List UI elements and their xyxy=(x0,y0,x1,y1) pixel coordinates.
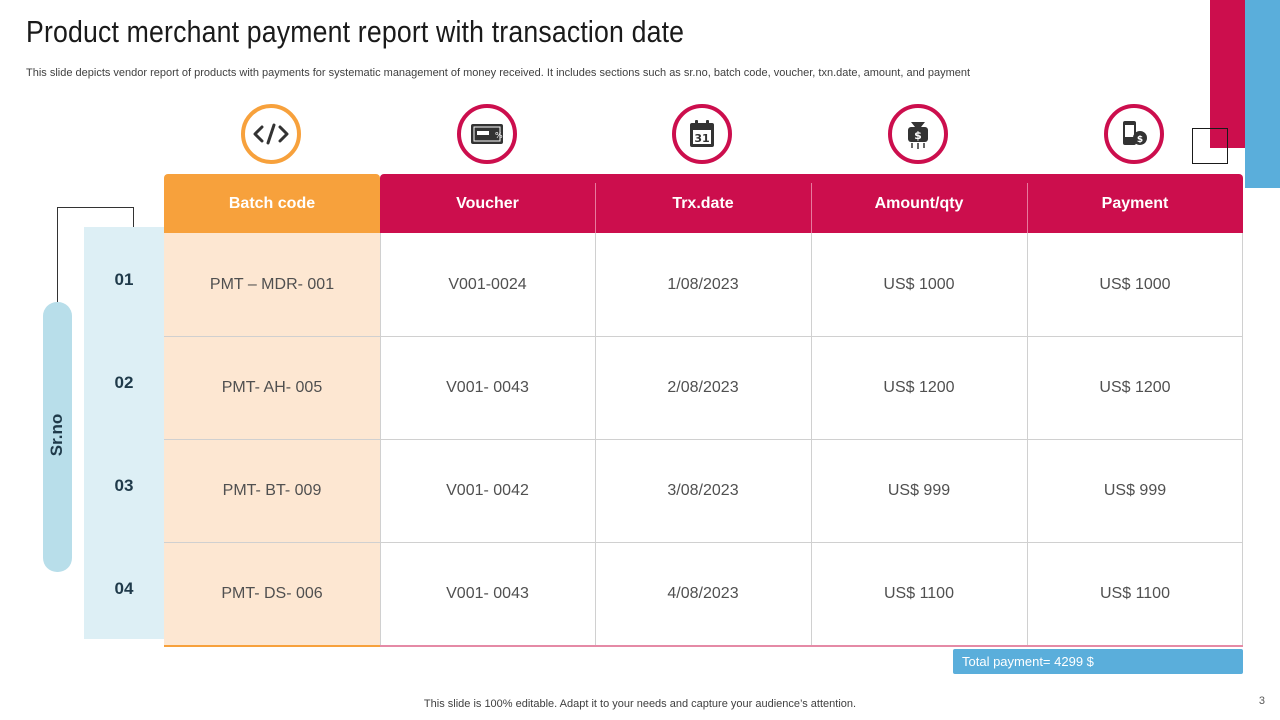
table-bottom-border xyxy=(164,645,1243,647)
cell-batch-code: PMT- AH- 005 xyxy=(221,378,323,396)
cell-amount: US$ 1000 xyxy=(883,275,955,293)
code-icon xyxy=(241,104,301,164)
cell-trx-date: 1/08/2023 xyxy=(667,275,739,293)
srno-number: 04 xyxy=(114,579,134,598)
grid-line xyxy=(164,336,1243,337)
cell-batch-code: PMT- DS- 006 xyxy=(221,584,323,602)
cell-amount: US$ 999 xyxy=(887,481,951,499)
page-title: Product merchant payment report with tra… xyxy=(26,14,685,49)
cell-voucher: V001- 0043 xyxy=(446,584,529,602)
header-separator xyxy=(595,183,596,233)
cell-voucher: V001- 0043 xyxy=(446,378,529,396)
cell-trx-date: 3/08/2023 xyxy=(667,481,739,499)
header-trx-date: Trx.date xyxy=(672,194,734,212)
mobile-payment-icon: $ xyxy=(1104,104,1164,164)
srno-label: Sr.no xyxy=(47,413,66,457)
header-separator xyxy=(1027,183,1028,233)
svg-text:$: $ xyxy=(914,129,922,142)
cell-trx-date: 4/08/2023 xyxy=(667,584,739,602)
header-amount-qty: Amount/qty xyxy=(874,194,964,212)
page-number: 3 xyxy=(1258,695,1265,707)
footer-note: This slide is 100% editable. Adapt it to… xyxy=(423,698,857,710)
cell-amount: US$ 1100 xyxy=(884,584,954,602)
svg-text:$: $ xyxy=(1137,135,1143,145)
srno-pill xyxy=(43,302,72,572)
decorative-blue-bar xyxy=(1245,0,1280,188)
money-bag-icon: $ xyxy=(888,104,948,164)
srno-column xyxy=(84,227,164,639)
voucher-icon: % xyxy=(457,104,517,164)
cell-voucher: V001-0024 xyxy=(448,275,527,293)
cell-payment: US$ 999 xyxy=(1103,481,1167,499)
srno-number: 02 xyxy=(114,373,134,392)
cell-voucher: V001- 0042 xyxy=(446,481,529,499)
cell-batch-code: PMT – MDR- 001 xyxy=(209,275,335,293)
srno-number: 03 xyxy=(114,476,134,495)
cell-payment: US$ 1200 xyxy=(1099,378,1171,396)
page-subtitle: This slide depicts vendor report of prod… xyxy=(26,67,971,79)
header-voucher: Voucher xyxy=(456,194,519,212)
svg-text:%: % xyxy=(495,131,503,140)
cell-payment: US$ 1000 xyxy=(1099,275,1171,293)
decorative-crimson-bar xyxy=(1210,0,1245,148)
payment-report-table: Batch code Voucher Trx.date Amount/qty P… xyxy=(164,174,1243,647)
srno-number: 01 xyxy=(114,270,134,289)
cell-batch-code: PMT- BT- 009 xyxy=(222,481,322,499)
cell-trx-date: 2/08/2023 xyxy=(667,378,739,396)
cell-amount: US$ 1200 xyxy=(883,378,955,396)
total-payment-badge: Total payment= 4299 $ xyxy=(953,649,1243,674)
header-separator xyxy=(811,183,812,233)
header-batch-code: Batch code xyxy=(164,174,380,233)
calendar-icon: 31 xyxy=(672,104,732,164)
decorative-outline-square xyxy=(1192,128,1228,164)
calendar-day-text: 31 xyxy=(694,132,709,145)
header-payment: Payment xyxy=(1101,194,1169,212)
grid-line xyxy=(164,439,1243,440)
cell-payment: US$ 1100 xyxy=(1100,584,1170,602)
grid-line xyxy=(164,542,1243,543)
